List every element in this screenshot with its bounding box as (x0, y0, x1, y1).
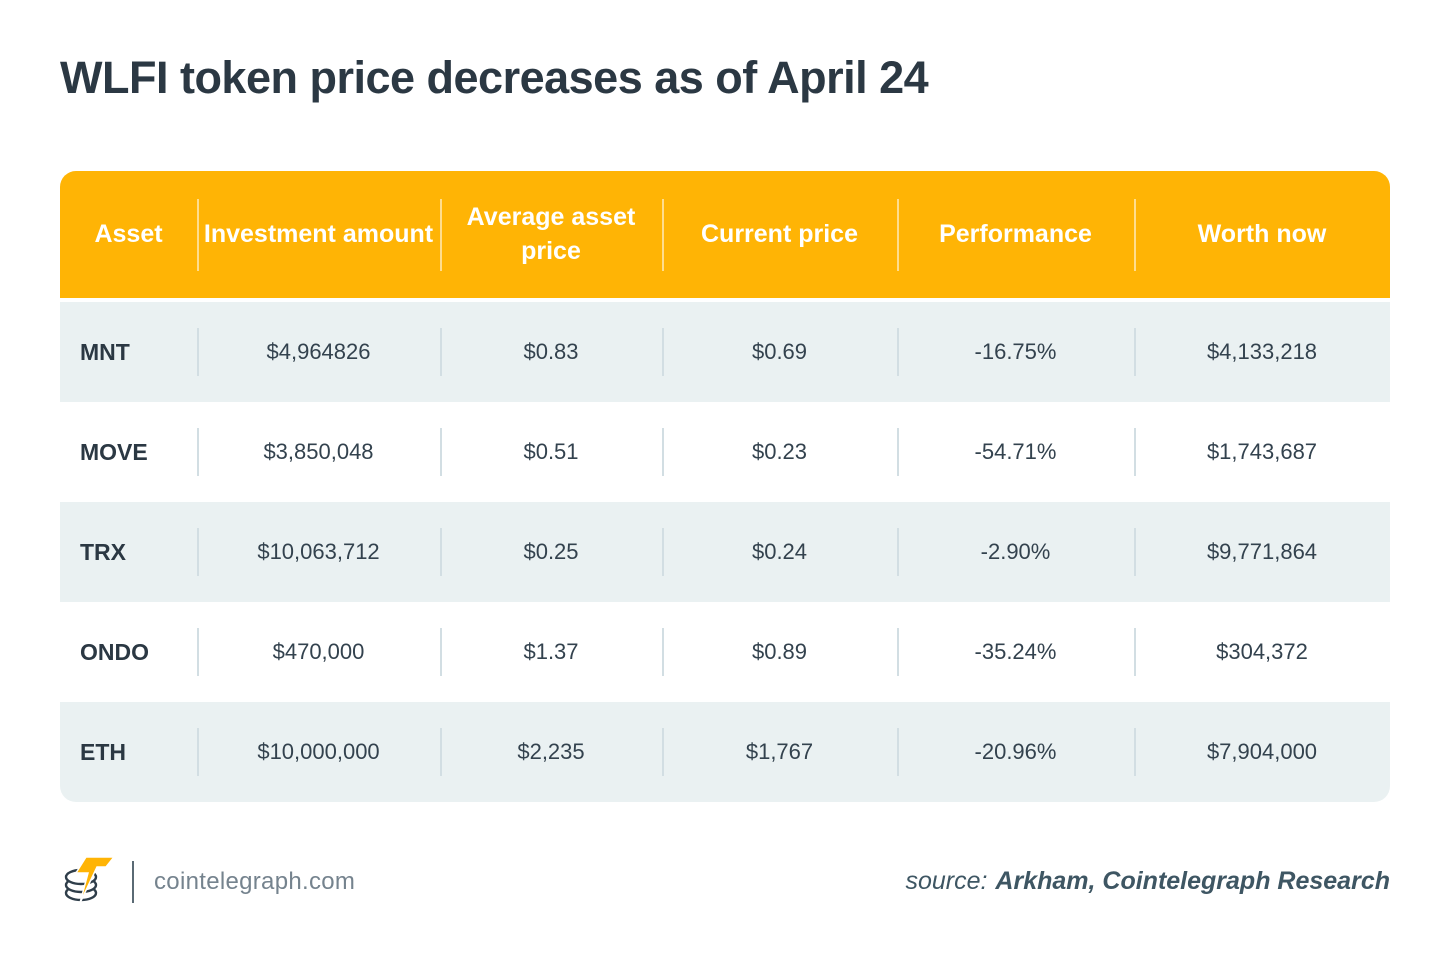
cell-current-price: $0.89 (662, 602, 897, 702)
column-header-asset: Asset (94, 219, 163, 248)
cell-average-asset-price: $0.25 (440, 502, 662, 602)
cell-asset: ONDO (80, 638, 149, 665)
cell-performance: -20.96% (897, 702, 1134, 802)
cell-asset: TRX (80, 538, 126, 565)
cell-investment-amount: $3,850,048 (197, 402, 440, 502)
cell-average-asset-price: $1.37 (440, 602, 662, 702)
cell-performance: -35.24% (897, 602, 1134, 702)
cell-asset: ETH (80, 738, 126, 765)
column-header-performance: Performance (897, 171, 1134, 298)
brand-divider (132, 860, 134, 903)
cell-investment-amount: $10,000,000 (197, 702, 440, 802)
cell-performance: -2.90% (897, 502, 1134, 602)
cell-current-price: $1,767 (662, 702, 897, 802)
cointelegraph-logo-icon (60, 851, 116, 912)
wlfi-holdings-table: Asset Investment amount Average asset pr… (60, 171, 1390, 802)
table-row-mnt: MNT $4,964826 $0.83 $0.69 -16.75% $4,133… (60, 302, 1390, 402)
cell-investment-amount: $10,063,712 (197, 502, 440, 602)
column-header-average-asset-price: Average asset price (440, 171, 662, 298)
source-value: Arkham, Cointelegraph Research (995, 867, 1390, 895)
footer: cointelegraph.com source: Arkham, Cointel… (60, 851, 1390, 912)
cell-asset: MNT (80, 338, 130, 365)
table-row-move: MOVE $3,850,048 $0.51 $0.23 -54.71% $1,7… (60, 402, 1390, 502)
table-header-row: Asset Investment amount Average asset pr… (60, 171, 1390, 298)
page-title: WLFI token price decreases as of April 2… (60, 52, 929, 103)
cell-average-asset-price: $0.83 (440, 302, 662, 402)
cell-worth-now: $304,372 (1134, 602, 1390, 702)
cell-investment-amount: $470,000 (197, 602, 440, 702)
cell-worth-now: $7,904,000 (1134, 702, 1390, 802)
cell-current-price: $0.24 (662, 502, 897, 602)
cell-current-price: $0.69 (662, 302, 897, 402)
brand-block: cointelegraph.com (60, 851, 355, 912)
cell-performance: -16.75% (897, 302, 1134, 402)
table-row-eth: ETH $10,000,000 $2,235 $1,767 -20.96% $7… (60, 702, 1390, 802)
cell-worth-now: $4,133,218 (1134, 302, 1390, 402)
cell-worth-now: $1,743,687 (1134, 402, 1390, 502)
cell-worth-now: $9,771,864 (1134, 502, 1390, 602)
column-header-investment-amount: Investment amount (197, 171, 440, 298)
table-row-ondo: ONDO $470,000 $1.37 $0.89 -35.24% $304,3… (60, 602, 1390, 702)
column-header-worth-now: Worth now (1134, 171, 1390, 298)
cell-asset: MOVE (80, 438, 148, 465)
cell-performance: -54.71% (897, 402, 1134, 502)
source-attribution: source: Arkham, Cointelegraph Research (905, 867, 1390, 896)
cell-average-asset-price: $2,235 (440, 702, 662, 802)
table-row-trx: TRX $10,063,712 $0.25 $0.24 -2.90% $9,77… (60, 502, 1390, 602)
cell-average-asset-price: $0.51 (440, 402, 662, 502)
brand-site-label: cointelegraph.com (154, 867, 356, 895)
cell-current-price: $0.23 (662, 402, 897, 502)
cell-investment-amount: $4,964826 (197, 302, 440, 402)
source-label: source: (905, 867, 988, 895)
column-header-current-price: Current price (662, 171, 897, 298)
